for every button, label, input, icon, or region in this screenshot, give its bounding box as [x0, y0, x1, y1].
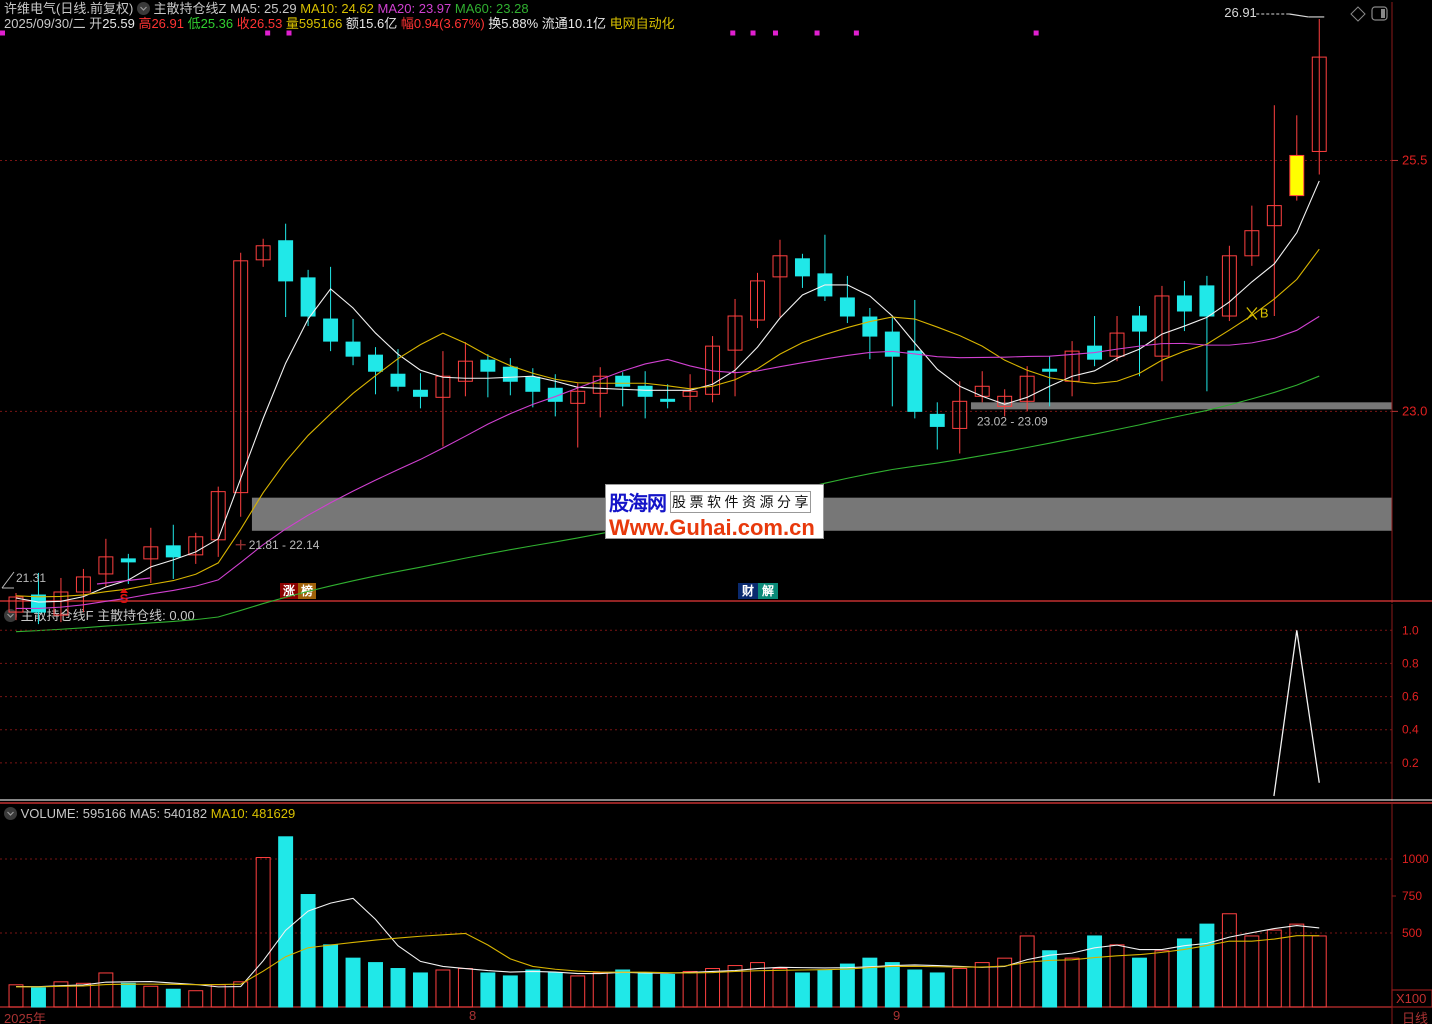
- svg-text:0.4: 0.4: [1402, 723, 1419, 737]
- svg-text:B: B: [1260, 306, 1269, 321]
- svg-text:0.6: 0.6: [1402, 690, 1419, 704]
- svg-text:26.91: 26.91: [1224, 5, 1257, 20]
- svg-text:23.0: 23.0: [1402, 403, 1427, 418]
- svg-text:X100: X100: [1396, 991, 1426, 1006]
- svg-text:25.5: 25.5: [1402, 152, 1427, 167]
- svg-text:21.31: 21.31: [16, 571, 46, 585]
- svg-text:23.02 - 23.09: 23.02 - 23.09: [977, 414, 1048, 428]
- svg-text:0.8: 0.8: [1402, 656, 1419, 670]
- svg-text:S: S: [120, 591, 129, 606]
- svg-text:1000: 1000: [1402, 852, 1429, 866]
- svg-text:1.0: 1.0: [1402, 623, 1419, 637]
- svg-text:0.2: 0.2: [1402, 756, 1419, 770]
- svg-text:750: 750: [1402, 889, 1422, 903]
- svg-text:500: 500: [1402, 926, 1422, 940]
- svg-text:21.81 - 22.14: 21.81 - 22.14: [249, 538, 320, 552]
